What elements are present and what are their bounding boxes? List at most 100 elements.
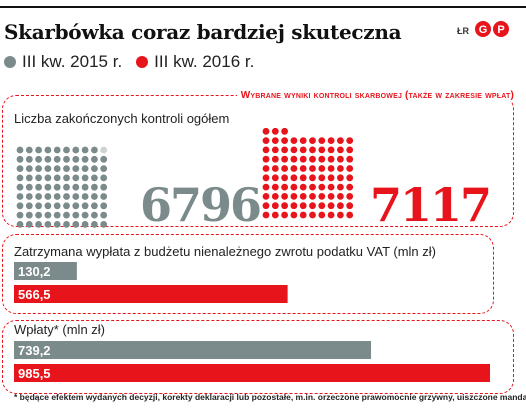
pictogram-dot-2016 xyxy=(290,211,298,219)
pictogram-dot-2015 xyxy=(25,165,33,173)
vat-bar-2015 xyxy=(14,262,77,280)
pictogram-dot-2015 xyxy=(53,193,61,200)
pictogram-dot-2016 xyxy=(327,174,335,182)
pictogram-dot-2016 xyxy=(262,127,270,135)
pictogram-dot-2015 xyxy=(35,193,42,200)
pictogram-dot-2015 xyxy=(91,193,98,200)
pictogram-dot-2015 xyxy=(91,211,98,219)
pictogram-dot-2016 xyxy=(318,174,326,182)
pictogram-dot-2015 xyxy=(81,193,89,200)
author-credit: ŁR xyxy=(457,26,469,36)
pictogram-dot-2015 xyxy=(72,211,80,219)
pictogram-dot-2015 xyxy=(100,146,108,154)
pictogram-dot-2015 xyxy=(81,174,89,182)
pictogram-dot-2016 xyxy=(299,165,307,172)
pictogram-dot-2016 xyxy=(262,202,270,210)
pictogram-dot-2015 xyxy=(63,211,70,219)
pictogram-dot-2016 xyxy=(346,155,354,163)
section-frame-vat xyxy=(2,234,494,314)
pictogram-dot-2016 xyxy=(262,165,270,172)
pictogram-dot-2015 xyxy=(25,183,33,191)
pictogram-dot-2016 xyxy=(271,146,279,154)
pictogram-dot-2016 xyxy=(327,165,335,172)
pictogram-dot-2015 xyxy=(63,183,70,191)
pictogram-dot-2016 xyxy=(318,183,326,191)
pictogram-dot-2015 xyxy=(16,221,24,228)
pictogram-dot-2016 xyxy=(299,146,307,154)
pictogram-dot-2015 xyxy=(91,165,98,173)
pictogram-dot-2015 xyxy=(72,174,80,182)
pictogram-dot-2016 xyxy=(337,165,344,172)
pictogram-dot-2015 xyxy=(72,221,80,228)
pictogram-dot-2016 xyxy=(318,137,326,145)
pictogram-dot-2015 xyxy=(53,155,61,163)
pictogram-dot-2015 xyxy=(72,202,80,210)
pictogram-dot-2016 xyxy=(290,146,298,154)
pictogram-dot-2016 xyxy=(271,165,279,172)
pictogram-dot-2016 xyxy=(327,146,335,154)
pictogram-dot-2016 xyxy=(290,174,298,182)
pictogram-dot-2015 xyxy=(72,165,80,173)
payments-bar-2016 xyxy=(14,364,490,382)
pictogram-dot-2016 xyxy=(346,165,354,172)
pictogram-dot-2016 xyxy=(337,202,344,210)
pictogram-dot-2016 xyxy=(318,165,326,172)
pictogram-dot-2016 xyxy=(299,183,307,191)
pictogram-dot-2016 xyxy=(309,155,316,163)
pictogram-dot-2015 xyxy=(63,165,70,173)
pictogram-dot-2015 xyxy=(53,165,61,173)
pictogram-dot-2015 xyxy=(91,146,98,154)
pictogram-dot-2016 xyxy=(346,146,354,154)
pictogram-dot-2015 xyxy=(25,193,33,200)
pictogram-dot-2016 xyxy=(281,137,288,145)
pictogram-dot-2015 xyxy=(35,211,42,219)
pictogram-dot-2015 xyxy=(16,165,24,173)
pictogram-dot-2015 xyxy=(53,183,61,191)
section-label-payments: Wpłaty* (mln zł) xyxy=(14,322,110,337)
pictogram-dot-2015 xyxy=(100,193,108,200)
pictogram-dot-2016 xyxy=(327,193,335,200)
legend: III kw. 2015 r. III kw. 2016 r. xyxy=(4,52,268,72)
pictogram-dot-2016 xyxy=(327,137,335,145)
pictogram-dot-2016 xyxy=(271,127,279,135)
pictogram-dot-2015 xyxy=(35,183,42,191)
pictogram-dot-2016 xyxy=(346,174,354,182)
pictogram-dot-2015 xyxy=(63,202,70,210)
pictogram-dot-2016 xyxy=(271,137,279,145)
pictogram-dot-2015 xyxy=(25,146,33,154)
pictogram-dot-2016 xyxy=(262,183,270,191)
pictogram-dot-2015 xyxy=(100,202,108,210)
pictogram-dot-2015 xyxy=(91,202,98,210)
pictogram-dot-2015 xyxy=(44,211,52,219)
pictogram-dot-2015 xyxy=(35,202,42,210)
pictogram-dot-2016 xyxy=(337,193,344,200)
pictogram-dot-2016 xyxy=(337,155,344,163)
pictogram-dot-2016 xyxy=(309,146,316,154)
vat-bar-2016 xyxy=(14,285,288,303)
pictogram-dot-2015 xyxy=(35,155,42,163)
payments-bar-label-2016: 985,5 xyxy=(18,366,51,381)
pictogram-dot-2016 xyxy=(281,183,288,191)
pictogram-dot-2015 xyxy=(100,211,108,219)
pictogram-dot-2015 xyxy=(44,174,52,182)
pictogram-dot-2015 xyxy=(35,146,42,154)
svg-text:P: P xyxy=(497,24,504,36)
pictogram-dot-2016 xyxy=(271,211,279,219)
pictogram-dot-2016 xyxy=(262,146,270,154)
pictogram-dot-2016 xyxy=(318,146,326,154)
pictogram-dot-2016 xyxy=(299,202,307,210)
pictogram-dot-2015 xyxy=(63,155,70,163)
pictogram-dot-2016 xyxy=(318,155,326,163)
legend-item-2015: III kw. 2015 r. xyxy=(4,52,122,72)
pictogram-dot-2016 xyxy=(290,165,298,172)
pictogram-dot-2015 xyxy=(100,221,108,228)
vat-bar-label-2015: 130,2 xyxy=(18,264,51,279)
legend-swatch-2016 xyxy=(136,56,149,68)
section-frame-payments xyxy=(2,320,514,394)
pictogram-dot-2015 xyxy=(91,221,98,228)
pictogram-dot-2016 xyxy=(346,202,354,210)
pictogram-dot-2015 xyxy=(16,202,24,210)
pictogram-dot-2015 xyxy=(35,221,42,228)
pictogram-dot-2015 xyxy=(63,193,70,200)
